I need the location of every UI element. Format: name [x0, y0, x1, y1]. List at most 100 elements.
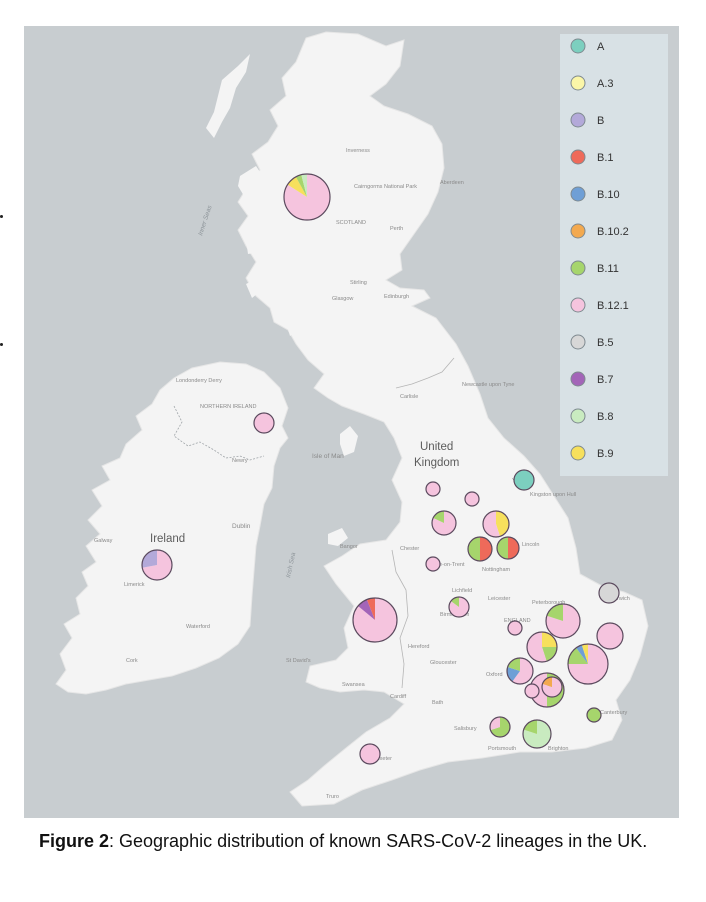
pie-slice [508, 537, 519, 559]
outer-hebrides [206, 54, 250, 138]
place-label-nottingham: Nottingham [482, 567, 511, 573]
pie-outline [522, 719, 552, 749]
place-label-cairngorms: Cairngorms National Park [354, 184, 417, 190]
legend-label: B.10 [597, 189, 620, 201]
mull-island [246, 232, 270, 254]
pie-marker[interactable] [598, 582, 620, 604]
pie-outline [253, 412, 275, 434]
ni-border [173, 405, 265, 461]
place-labels: Inverness Cairngorms National Park Aberd… [94, 148, 630, 800]
pie-outline [496, 536, 520, 560]
pie-outline [464, 491, 480, 507]
pie-markers-layer [141, 173, 624, 765]
pie-slice [597, 623, 623, 649]
pie-marker[interactable] [506, 657, 534, 685]
pie-marker[interactable] [513, 469, 535, 491]
pie-outline [596, 622, 624, 650]
pie-marker[interactable] [431, 510, 457, 536]
caption-label: Figure 2 [39, 831, 110, 851]
place-label-inverness: Inverness [346, 148, 370, 154]
pie-slice [142, 550, 173, 580]
pie-marker[interactable] [524, 683, 540, 699]
pie-outline [141, 549, 173, 581]
place-label-stirling: Stirling [350, 280, 367, 286]
place-label-salisbury: Salisbury [454, 726, 477, 732]
pie-marker[interactable] [567, 643, 609, 685]
pie-marker[interactable] [464, 491, 480, 507]
great-britain-landmass [237, 31, 649, 807]
pie-slice [514, 470, 534, 490]
place-label-lincoln: Lincoln [522, 542, 539, 548]
pie-marker[interactable] [526, 631, 558, 663]
place-label-londonderry: Londonderry Derry [176, 378, 222, 384]
pie-marker[interactable] [482, 510, 510, 538]
pie-outline [524, 683, 540, 699]
pie-slice [497, 537, 508, 559]
pie-marker[interactable] [467, 536, 493, 562]
pie-marker[interactable] [425, 556, 441, 572]
pie-slice [295, 174, 307, 197]
place-label-dublin: Dublin [232, 523, 251, 530]
place-label-bath: Bath [432, 700, 443, 706]
place-label-perth: Perth [390, 226, 403, 232]
pie-slice [426, 557, 440, 571]
pie-outline [283, 173, 331, 221]
pie-marker[interactable] [253, 412, 275, 434]
pie-outline [489, 716, 511, 738]
pie-outline [598, 582, 620, 604]
pie-slice [496, 511, 510, 537]
place-label-newcastle: Newcastle upon Tyne [462, 382, 515, 388]
place-label-hereford: Hereford [408, 644, 429, 650]
pie-slice [507, 666, 520, 682]
map-panel: Inverness Cairngorms National Park Aberd… [24, 26, 679, 818]
place-label-cork: Cork [126, 658, 138, 664]
pie-slice [507, 658, 520, 671]
legend-label: B.5 [597, 337, 614, 349]
pie-slice [465, 492, 479, 506]
pie-slice [599, 583, 619, 603]
pie-slice [448, 597, 469, 617]
legend-swatch [570, 408, 586, 424]
legend-label: B.12.1 [597, 300, 629, 312]
pie-outline [567, 643, 609, 685]
pie-marker[interactable] [359, 743, 381, 765]
figure-caption: Figure 2: Geographic distribution of kno… [39, 828, 679, 854]
legend-swatch [570, 149, 586, 165]
pie-marker[interactable] [425, 481, 441, 497]
pie-marker[interactable] [141, 549, 173, 581]
pie-slice [581, 644, 588, 664]
pie-marker[interactable] [586, 707, 602, 723]
place-label-truro: Truro [326, 794, 339, 800]
pie-marker[interactable] [489, 716, 511, 738]
country-label-uk-line1: United [420, 441, 453, 453]
legend-swatch [570, 371, 586, 387]
place-label-exeter: Exeter [376, 756, 392, 762]
legend-label: B.10.2 [597, 226, 629, 238]
pie-marker[interactable] [507, 620, 523, 636]
pie-slice [480, 537, 492, 561]
page-edge-mark [0, 343, 3, 346]
legend-swatch [570, 223, 586, 239]
pie-marker[interactable] [522, 719, 552, 749]
pie-marker[interactable] [541, 676, 563, 698]
legend-swatch [570, 260, 586, 276]
country-label-ireland: Ireland [150, 533, 185, 545]
place-label-carlisle: Carlisle [400, 394, 418, 400]
ireland-landmass [55, 361, 289, 695]
pie-marker[interactable] [496, 536, 520, 560]
pie-slice [287, 176, 307, 197]
pie-slice [542, 632, 557, 647]
pie-marker[interactable] [596, 622, 624, 650]
pie-marker[interactable] [545, 603, 581, 639]
islay-island [246, 278, 262, 298]
pie-marker[interactable] [352, 597, 398, 643]
pie-slice [301, 174, 307, 197]
isle-of-man [340, 426, 358, 456]
legend-swatch [570, 38, 586, 54]
legend: A A.3 B B.1 B.10 B.10.2 B.11 B.12.1 B.5 B.7 B.8 B.9 [560, 34, 668, 476]
legend-label: B.11 [597, 263, 619, 275]
pie-marker[interactable] [283, 173, 331, 221]
legend-panel [560, 34, 668, 476]
legend-label: B.9 [597, 448, 614, 460]
pie-marker[interactable] [448, 596, 470, 618]
